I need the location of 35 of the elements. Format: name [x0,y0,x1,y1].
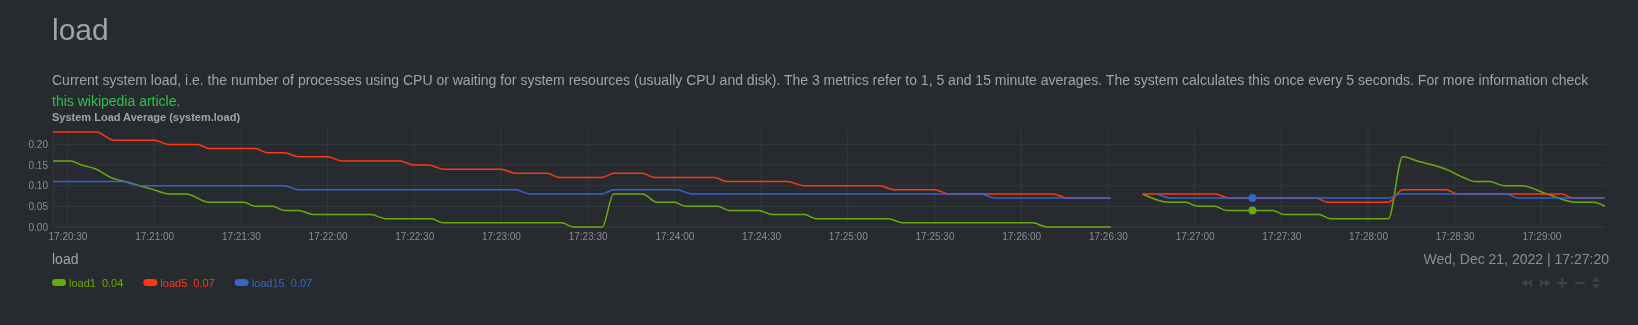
x-tick-label: 17:29:00 [1522,231,1562,243]
chart-subtitle: Current system load, i.e. the number of processes using CPU or waiting for system resources (usually CPU and disk). The 3 metrics refer to 1, 5 and 15 minute averages. The system calculates this once every 5 seconds. For more information check [52,72,1589,88]
x-tick-label: 17:22:00 [308,231,348,243]
text: this wikipedia article. [52,93,181,109]
text: 0.04 [101,276,124,289]
x-tick-label: 17:23:00 [482,231,522,243]
x-tick-label: 17:25:00 [828,231,869,243]
x-tick-label: 17:26:30 [1088,231,1129,243]
x-tick-label: 17:23:30 [568,231,609,243]
x-tick-label: 17:28:00 [1349,231,1389,243]
text: 0.07 [290,276,313,289]
x-tick-label: 17:25:30 [915,231,955,243]
x-tick-label: 17:27:00 [1175,231,1215,243]
legend-label: load1 [69,276,96,289]
x-tick-label: 17:26:00 [1002,231,1042,243]
text: System Load Average (system.load) [52,111,241,123]
chart-title: load [52,13,109,46]
y-tick-label: 0.20 [28,139,49,151]
x-tick-label: 17:27:30 [1262,231,1302,243]
text: 0.07 [193,276,215,289]
legend-label: load15 [251,276,285,289]
text: load [52,251,79,267]
y-tick-label: 0.15 [28,159,49,171]
x-tick-label: 17:21:00 [135,231,175,243]
text: Wed, Dec 21, 2022 | 17:27:20 [1423,251,1610,267]
x-tick-label: 17:24:30 [742,231,782,243]
x-tick-label: 17:28:30 [1435,231,1476,243]
x-tick-label: 17:21:30 [221,231,262,243]
legend-label: load5 [160,276,188,289]
y-tick-label: 0.00 [28,221,49,233]
y-tick-label: 0.10 [28,180,49,192]
x-tick-label: 17:22:30 [395,231,435,243]
x-tick-label: 17:24:00 [655,231,695,243]
x-tick-label: 17:20:30 [48,231,88,243]
y-tick-label: 0.05 [28,201,49,213]
